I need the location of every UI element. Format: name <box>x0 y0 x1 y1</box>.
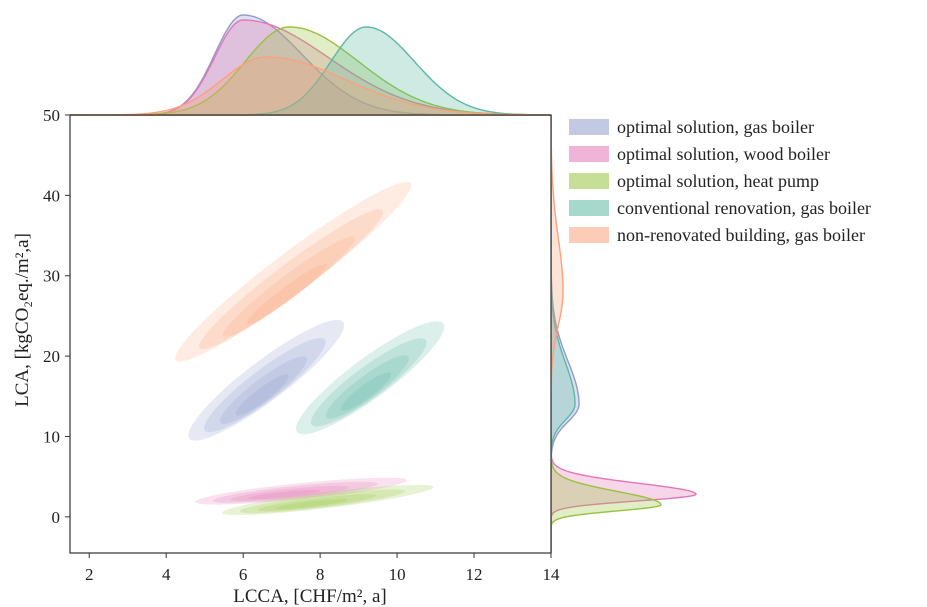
y-tick-label: 30 <box>43 267 60 286</box>
contour-level <box>340 372 392 411</box>
x-axis-title: LCCA, [CHF/m², a] <box>233 586 386 607</box>
contour-conventional-renovation-gas-boiler <box>296 321 445 435</box>
contour-level <box>188 319 345 441</box>
x-tick-label: 12 <box>466 565 483 584</box>
x-tick-label: 14 <box>543 565 561 584</box>
contour-non-renovated-building-gas-boiler <box>175 181 412 362</box>
contour-level <box>275 498 348 510</box>
right-marginal-density <box>551 115 697 553</box>
x-axis-ticks: 2 4 6 8 10 12 14 <box>85 553 560 584</box>
kde-contour-area <box>175 181 445 516</box>
contour-level <box>239 489 405 514</box>
legend-label: optimal solution, wood boiler <box>617 144 830 164</box>
contour-level <box>204 337 326 433</box>
contour-level <box>219 356 308 424</box>
x-tick-label: 2 <box>85 565 94 584</box>
legend-label: optimal solution, heat pump <box>617 171 819 191</box>
legend-swatch <box>569 227 609 243</box>
y-tick-label: 40 <box>43 186 60 205</box>
contour-level <box>222 236 355 337</box>
y-tick-label: 20 <box>43 347 60 366</box>
contour-level <box>310 338 427 427</box>
contour-level <box>195 477 407 505</box>
plot-frame <box>69 114 552 554</box>
legend-swatch <box>569 119 609 135</box>
legend-item-non-renovated-building-gas-boiler: non-renovated building, gas boiler <box>569 225 865 245</box>
y-tick-label: 0 <box>52 508 61 527</box>
legend: optimal solution, gas boiler optimal solu… <box>569 117 871 245</box>
contour-level <box>325 355 409 419</box>
y-axis-title: LCA, [kgCO₂eq./m²,a] <box>12 233 33 407</box>
legend-item-optimal-solution-heat-pump: optimal solution, heat pump <box>569 171 819 191</box>
contour-level <box>230 485 350 501</box>
contour-level <box>175 181 412 362</box>
contour-level <box>248 489 321 500</box>
right-density-non-renovated-building-gas-boiler <box>551 115 564 553</box>
legend-item-optimal-solution-wood-boiler: optimal solution, wood boiler <box>569 144 830 164</box>
right-density-optimal-solution-wood-boiler <box>551 115 697 553</box>
contour-level <box>246 263 327 325</box>
right-density-optimal-solution-heat-pump <box>551 115 662 553</box>
legend-swatch <box>569 173 609 189</box>
contour-optimal-solution-wood-boiler <box>195 477 407 505</box>
x-tick-label: 4 <box>162 565 171 584</box>
legend-swatch <box>569 146 609 162</box>
legend-item-conventional-renovation-gas-boiler: conventional renovation, gas boiler <box>569 198 871 218</box>
contour-level <box>221 484 434 516</box>
legend-label: optimal solution, gas boiler <box>617 117 814 137</box>
x-tick-label: 8 <box>316 565 325 584</box>
legend-item-optimal-solution-gas-boiler: optimal solution, gas boiler <box>569 117 814 137</box>
y-axis-ticks: 0 10 20 30 40 50 <box>43 106 70 527</box>
x-tick-label: 10 <box>389 565 406 584</box>
contour-level <box>257 494 377 512</box>
contour-level <box>235 374 289 416</box>
y-tick-label: 10 <box>43 427 60 446</box>
legend-label: conventional renovation, gas boiler <box>617 198 871 218</box>
legend-label: non-renovated building, gas boiler <box>617 225 865 245</box>
top-marginal-density <box>70 14 551 116</box>
contour-level <box>296 321 445 435</box>
top-density-non-renovated-building-gas-boiler <box>70 56 551 116</box>
contour-optimal-solution-heat-pump <box>221 484 434 516</box>
contour-optimal-solution-gas-boiler <box>188 319 345 441</box>
contour-level <box>212 481 378 503</box>
y-tick-label: 50 <box>43 106 60 125</box>
legend-swatch <box>569 200 609 216</box>
x-tick-label: 6 <box>239 565 248 584</box>
contour-level <box>199 209 384 350</box>
